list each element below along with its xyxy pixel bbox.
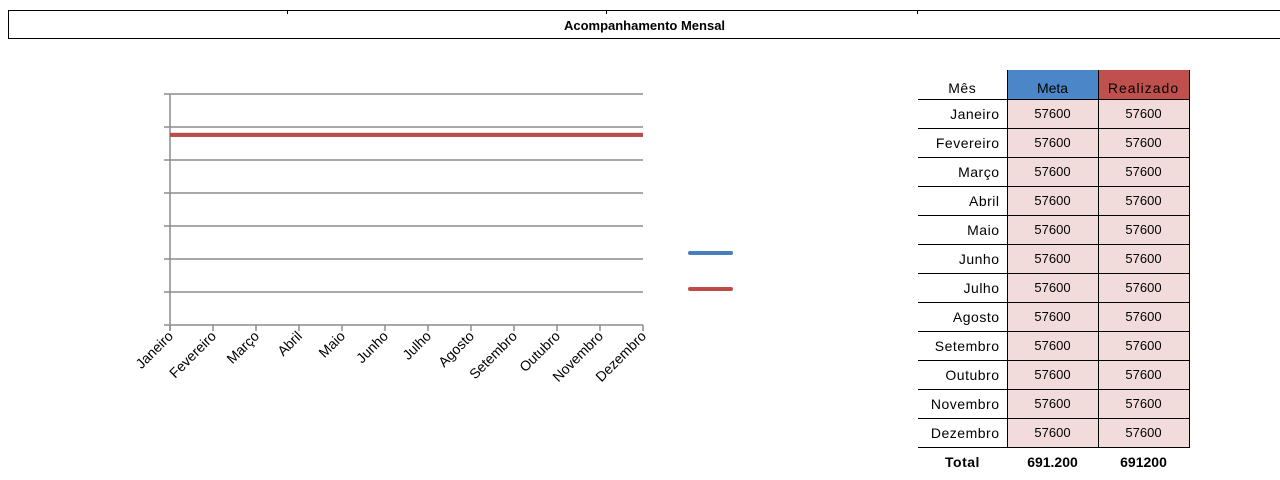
x-tick-label: Maio — [315, 328, 348, 361]
row-month: Outubro — [918, 360, 1007, 390]
row-meta: 57600 — [1006, 388, 1099, 419]
x-tick-label: Junho — [353, 328, 391, 366]
row-realizado: 57600 — [1097, 272, 1190, 303]
x-tick-label: Fevereiro — [166, 328, 219, 381]
table-row: Fevereiro 57600 57600 — [918, 127, 1190, 158]
row-meta: 57600 — [1006, 127, 1099, 158]
x-tick-label: Setembro — [466, 328, 520, 382]
x-tick-label: Agosto — [435, 328, 477, 370]
row-realizado: 57600 — [1097, 388, 1190, 419]
row-month: Janeiro — [918, 99, 1007, 129]
row-realizado: 57600 — [1097, 359, 1190, 390]
monthly-table: Mês Meta Realizado Janeiro 57600 57600 F… — [918, 70, 1190, 476]
row-month: Novembro — [918, 389, 1007, 419]
table-row: Junho 57600 57600 — [918, 243, 1190, 274]
row-meta: 57600 — [1006, 417, 1099, 448]
row-realizado: 57600 — [1097, 417, 1190, 448]
row-realizado: 57600 — [1097, 185, 1190, 216]
row-realizado: 57600 — [1097, 98, 1190, 129]
x-tick-label: Março — [223, 328, 262, 367]
row-month: Setembro — [918, 331, 1007, 361]
title-band: Acompanhamento Mensal — [8, 10, 1280, 39]
monthly-chart: Janeiro Fevereiro Março Abril Maio Junho Julho… — [0, 40, 800, 480]
table-row: Dezembro 57600 57600 — [918, 417, 1190, 448]
monthly-table-wrap: Mês Meta Realizado Janeiro 57600 57600 F… — [918, 70, 1190, 476]
table-row: Janeiro 57600 57600 — [918, 98, 1190, 129]
row-month: Março — [918, 157, 1007, 187]
page-title: Acompanhamento Mensal — [563, 18, 726, 33]
row-meta: 57600 — [1006, 98, 1099, 129]
header-meta: Meta — [1006, 70, 1099, 99]
table-row: Março 57600 57600 — [918, 156, 1190, 187]
row-meta: 57600 — [1006, 301, 1099, 332]
total-meta: 691.200 — [1027, 453, 1078, 470]
header-month: Mês — [948, 79, 977, 96]
row-realizado: 57600 — [1097, 127, 1190, 158]
row-meta: 57600 — [1006, 359, 1099, 390]
total-label: Total — [945, 453, 980, 470]
row-realizado: 57600 — [1097, 214, 1190, 245]
table-row: Abril 57600 57600 — [918, 185, 1190, 216]
table-row: Outubro 57600 57600 — [918, 359, 1190, 390]
table-row: Agosto 57600 57600 — [918, 301, 1190, 332]
x-tick-label: Julho — [399, 328, 434, 363]
row-meta: 57600 — [1006, 156, 1099, 187]
x-tick-label: Abril — [274, 328, 305, 359]
row-realizado: 57600 — [1097, 301, 1190, 332]
table-total-row: Total 691.200 691200 — [918, 447, 1189, 476]
table-header-row: Mês Meta Realizado — [918, 70, 1190, 99]
header-realizado: Realizado — [1098, 70, 1190, 99]
total-realizado: 691200 — [1120, 453, 1167, 470]
row-meta: 57600 — [1006, 243, 1099, 274]
table-row: Maio 57600 57600 — [918, 214, 1190, 245]
row-meta: 57600 — [1006, 185, 1099, 216]
row-month: Julho — [918, 273, 1007, 303]
row-month: Junho — [918, 244, 1007, 274]
table-row: Novembro 57600 57600 — [918, 388, 1190, 419]
row-month: Fevereiro — [918, 128, 1007, 158]
row-realizado: 57600 — [1097, 156, 1190, 187]
table-row: Julho 57600 57600 — [918, 272, 1190, 303]
title-divider-tick — [606, 10, 607, 14]
row-meta: 57600 — [1006, 330, 1099, 361]
row-meta: 57600 — [1006, 272, 1099, 303]
row-realizado: 57600 — [1097, 243, 1190, 274]
row-month: Agosto — [918, 302, 1007, 332]
title-divider-tick — [917, 10, 918, 14]
row-meta: 57600 — [1006, 214, 1099, 245]
table-row: Setembro 57600 57600 — [918, 330, 1190, 361]
row-month: Maio — [918, 215, 1007, 245]
row-month: Abril — [918, 186, 1007, 216]
row-realizado: 57600 — [1097, 330, 1190, 361]
row-month: Dezembro — [918, 418, 1007, 448]
title-divider-tick — [287, 10, 288, 14]
